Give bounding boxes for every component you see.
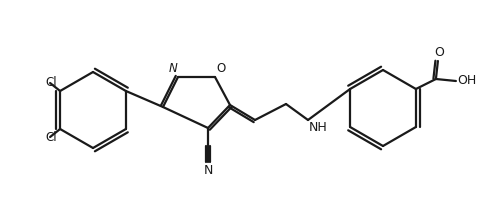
Text: OH: OH: [457, 74, 476, 88]
Text: Cl: Cl: [45, 131, 57, 144]
Text: N: N: [203, 164, 213, 177]
Text: Cl: Cl: [45, 76, 57, 89]
Text: NH: NH: [309, 121, 328, 134]
Text: N: N: [168, 62, 177, 75]
Text: O: O: [216, 62, 225, 75]
Text: O: O: [434, 46, 444, 59]
